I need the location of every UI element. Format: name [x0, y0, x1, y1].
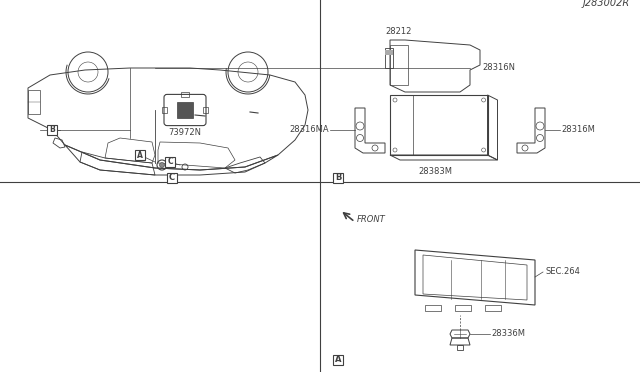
Bar: [167, 173, 177, 183]
Text: B: B: [49, 125, 55, 135]
Text: 28316MA: 28316MA: [289, 125, 329, 135]
Bar: [333, 355, 343, 365]
Text: C: C: [167, 157, 173, 167]
Bar: [425, 305, 441, 311]
Text: C: C: [169, 173, 175, 183]
Circle shape: [159, 163, 164, 167]
Bar: [390, 95, 488, 155]
Bar: [177, 102, 193, 118]
Bar: [455, 305, 471, 311]
Bar: [47, 125, 57, 135]
Text: 28336M: 28336M: [491, 330, 525, 339]
Bar: [28, 90, 40, 114]
Bar: [333, 173, 343, 183]
Bar: [203, 107, 208, 113]
Bar: [165, 157, 175, 167]
Text: A: A: [335, 356, 341, 365]
Text: 28383M: 28383M: [419, 167, 452, 176]
Text: B: B: [335, 173, 341, 183]
Text: FRONT: FRONT: [357, 215, 386, 224]
Text: 28316M: 28316M: [561, 125, 595, 135]
Bar: [385, 50, 393, 55]
Text: J283002R: J283002R: [583, 0, 630, 8]
Text: A: A: [137, 151, 143, 160]
Bar: [457, 345, 463, 350]
Text: SEC.264: SEC.264: [545, 267, 580, 276]
Text: 28212: 28212: [385, 28, 412, 36]
Bar: [485, 305, 501, 311]
Bar: [181, 92, 189, 97]
FancyBboxPatch shape: [164, 94, 206, 126]
Bar: [135, 150, 145, 160]
Bar: [162, 107, 167, 113]
Text: 73972N: 73972N: [168, 128, 202, 137]
Bar: [385, 48, 393, 68]
Text: 28316N: 28316N: [482, 64, 515, 73]
